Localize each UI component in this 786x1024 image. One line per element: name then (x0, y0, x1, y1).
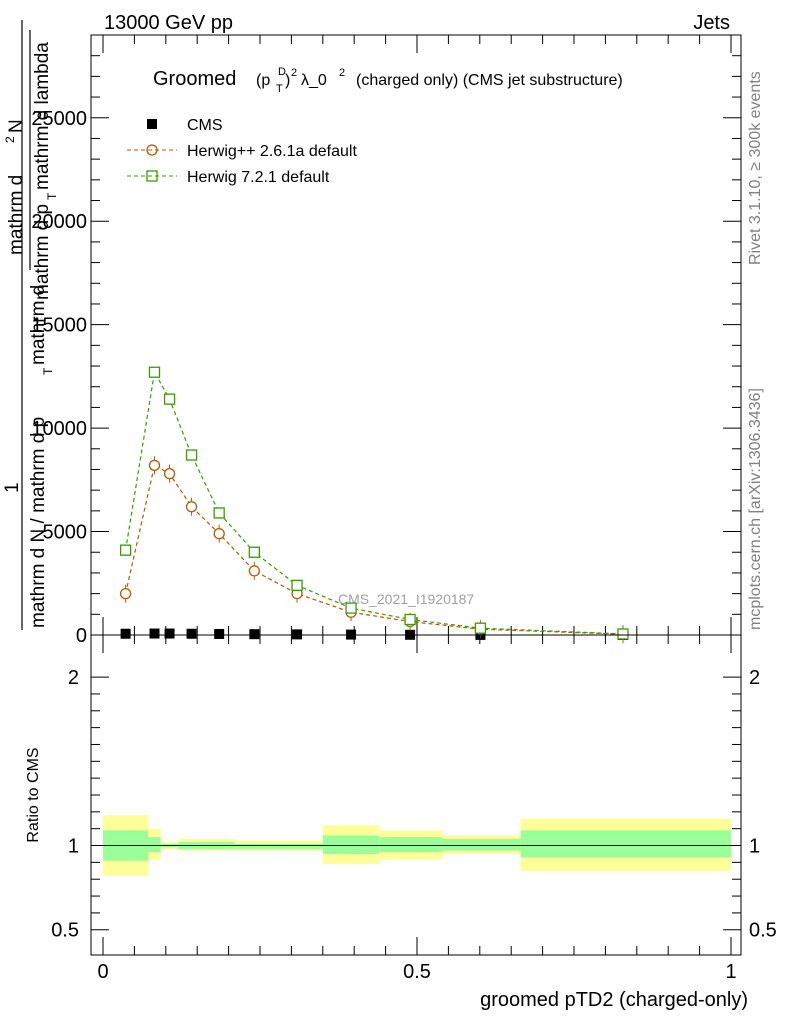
data-point-cms (292, 629, 303, 640)
ratio-inner-band (520, 830, 731, 858)
ylabel-frac-denominator: mathrm d N / mathrm d p (28, 417, 49, 628)
x-tick-label: 0.5 (403, 961, 431, 983)
data-point-cms (214, 628, 225, 639)
ylabel-frac-rest: mathrm d (28, 285, 49, 365)
title-paren: (p (256, 72, 270, 89)
ylabel-one: 1 (2, 482, 23, 493)
data-point-cms (120, 628, 131, 639)
ratio-inner-band (442, 838, 521, 851)
ratio-y-tick-label-right: 0.5 (749, 920, 777, 942)
ratio-inner-band (234, 843, 276, 849)
ylabel-denominator: mathrm d p (32, 204, 53, 300)
ratio-y-ticks: 0.5 0.5 1 1 2 2 (51, 667, 777, 942)
data-point-herwig-2-6-1a-default (163, 467, 176, 480)
title-main: Groomed (153, 68, 236, 90)
title-sub-t: T (276, 83, 283, 95)
ylabel-frac-sub: T (41, 367, 55, 375)
ratio-y-tick-label-right: 1 (749, 836, 760, 858)
data-point-herwig-2-6-1a-default (248, 565, 260, 577)
data-point-herwig-2-6-1a-default (119, 587, 132, 600)
data-point-herwig-7-2-1-default (404, 613, 416, 626)
main-y-tick-label: 10000 (31, 418, 87, 440)
x-tick-label: 0 (97, 961, 108, 983)
data-point-herwig-2-6-1a-default (185, 501, 198, 513)
title-pow: 2 (291, 67, 297, 79)
ylabel-numerator-n: N (6, 119, 27, 133)
data-point-herwig-7-2-1-default (291, 579, 303, 591)
main-y-tick-label: 20000 (31, 211, 87, 233)
main-y-tick-label: 5000 (43, 522, 88, 544)
main-y-ticks: 0 5000 10000 15000 20000 25000 (31, 55, 741, 647)
data-point-cms (164, 628, 175, 639)
data-point-herwig-7-2-1-default (185, 449, 198, 461)
data-point-herwig-7-2-1-default (163, 393, 176, 405)
main-y-axis-label: mathrm d 2 N mathrm d p T mathrm d lambd… (2, 20, 59, 630)
ratio-x-ticks: 0 0.5 1 (97, 635, 737, 983)
legend-label-herwig7: Herwig 7.2.1 default (187, 169, 330, 186)
data-point-cms (186, 628, 197, 639)
data-point-herwig-7-2-1-default (148, 366, 161, 378)
data-point-herwig-7-2-1-default (345, 602, 357, 614)
analysis-watermark: CMS_2021_I1920187 (338, 591, 474, 607)
ylabel-denominator-rest: mathrm d lambda (32, 42, 53, 190)
x-axis-label: groomed pTD2 (charged-only) (480, 989, 748, 1011)
legend-marker-cms (147, 119, 157, 129)
data-point-herwig-7-2-1-default (119, 544, 132, 556)
data-point-herwig-2-6-1a-default (213, 527, 225, 540)
title-close: ) (285, 72, 290, 89)
ratio-panel: 0.5 0.51 12 2 0 0.5 1 Ratio to CMS groomed pT… (25, 634, 777, 1011)
data-point-cms (149, 628, 160, 639)
ylabel-numerator-sup: 2 (3, 136, 17, 143)
ratio-y-tick-label-right: 2 (749, 667, 760, 689)
legend: CMS Herwig++ 2.6.1a default Herwig 7.2.1… (127, 117, 357, 186)
data-point-herwig-7-2-1-default (617, 628, 629, 640)
title-pow2: 2 (339, 67, 345, 79)
ratio-frame (90, 634, 742, 956)
rivet-version-label: Rivet 3.1.10, ≥ 300k events (747, 71, 764, 265)
ylabel-denominator-sub: T (45, 192, 59, 200)
ylabel-numerator: mathrm d (6, 175, 27, 255)
main-y-tick-label: 15000 (31, 315, 87, 337)
legend-marker-herwig7 (146, 170, 158, 182)
title-rest: (charged only) (CMS jet substructure) (356, 72, 623, 89)
legend-marker-herwigpp (146, 144, 158, 156)
legend-label-cms: CMS (187, 117, 223, 134)
title-lambda: λ_0 (301, 72, 327, 89)
data-point-herwig-7-2-1-default (248, 546, 260, 558)
ratio-y-tick-label: 1 (68, 836, 79, 858)
ratio-inner-band (379, 837, 443, 853)
ratio-y-axis-label: Ratio to CMS (25, 747, 42, 842)
data-point-herwig-2-6-1a-default (148, 459, 161, 471)
ratio-inner-band (322, 835, 380, 854)
mcplots-label: mcplots.cern.ch [arXiv:1306.3436] (747, 388, 764, 630)
ratio-inner-band (148, 837, 161, 853)
ratio-inner-band (275, 843, 323, 849)
data-point-cms (249, 629, 260, 640)
x-tick-label: 1 (725, 961, 736, 983)
ratio-y-tick-label: 2 (68, 667, 79, 689)
data-point-herwig-7-2-1-default (474, 622, 487, 634)
series-layer (119, 366, 629, 644)
data-point-herwig-7-2-1-default (213, 507, 225, 519)
title-sup-d: D (278, 66, 286, 78)
series-line-herwig-2-6-1a-default (125, 464, 624, 635)
ratio-y-tick-label: 0.5 (51, 920, 79, 942)
main-y-tick-label: 0 (76, 625, 87, 647)
main-y-tick-label: 25000 (31, 108, 87, 130)
main-panel: 0 5000 10000 15000 20000 25000 Groomed (p T D… (2, 20, 742, 647)
legend-label-herwigpp: Herwig++ 2.6.1a default (187, 143, 357, 160)
header-right: Jets (693, 12, 730, 34)
header-left: 13000 GeV pp (104, 12, 233, 34)
plot-title: Groomed (p T D ) 2 λ_0 2 (charged only) … (153, 66, 623, 95)
